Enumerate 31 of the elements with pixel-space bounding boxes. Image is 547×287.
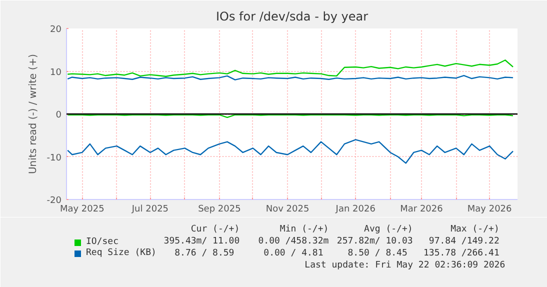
- chart-title: IOs for /dev/sda - by year: [216, 10, 368, 24]
- line-series: [67, 139, 514, 164]
- text: 8.50 / 8.45: [348, 248, 408, 258]
- y-tick-label: 0: [56, 110, 62, 120]
- x-tick-label: Sep 2025: [198, 204, 241, 214]
- text: Avg (-/+): [364, 224, 413, 234]
- y-tick-label: 10: [50, 68, 62, 78]
- text: Cur (-/+): [190, 224, 240, 234]
- text: Last update: Fri May 22 02:36:09 2026: [304, 260, 506, 270]
- y-tick-label: -20: [46, 196, 62, 206]
- x-tick-label: Nov 2025: [266, 204, 310, 214]
- text: 395.43m/ 11.00: [164, 236, 240, 246]
- text: Min (-/+): [280, 224, 329, 234]
- x-tick-label: Mar 2026: [400, 204, 444, 214]
- text: 97.84 /149.22: [428, 236, 500, 246]
- text: 0.00 / 4.81: [264, 248, 324, 258]
- x-tick-label: May 2025: [60, 204, 104, 214]
- text: 8.76 / 8.59: [174, 248, 234, 258]
- x-tick-label: Jul 2025: [130, 204, 169, 214]
- y-axis-title: Units read (-) / write (+): [28, 54, 39, 174]
- text: 257.82m/ 10.03: [336, 236, 413, 246]
- x-tick-label: Jan 2026: [334, 204, 376, 214]
- y-tick-label: 20: [50, 25, 62, 35]
- line-series: [67, 60, 514, 77]
- text: 135.78 /266.41: [424, 248, 500, 258]
- legend-label: Req Size (KB): [86, 248, 156, 258]
- x-tick-label: May 2026: [467, 204, 512, 214]
- y-tick-label: -10: [46, 153, 62, 164]
- text: 0.00 /458.32m: [258, 236, 329, 246]
- legend-label: IO/sec: [86, 237, 119, 247]
- text: Max (-/+): [450, 224, 500, 234]
